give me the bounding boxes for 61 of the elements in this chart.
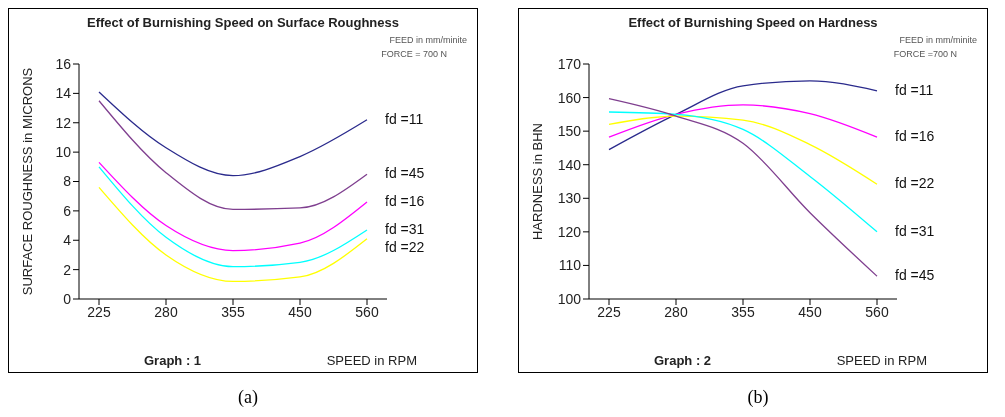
line-series: [98, 100, 368, 211]
y-tick-label: 2: [63, 261, 72, 278]
text: Graph : 1: [144, 353, 202, 368]
y-tick-label: 130: [557, 190, 582, 207]
line-series: [608, 97, 878, 277]
x-tick-label: 560: [865, 303, 889, 320]
y-axis-title: SURFACE ROUGHNESS in MICRONS: [19, 67, 35, 296]
text: (a): [237, 387, 259, 408]
y-tick-label: 100: [557, 290, 582, 307]
text: FEED in mm/minite: [899, 35, 977, 45]
y-tick-label: 14: [55, 85, 72, 102]
series-label: fd =11: [385, 110, 424, 127]
y-tick-label: 150: [557, 123, 582, 140]
y-tick-label: 0: [63, 290, 72, 307]
line-series: [608, 111, 878, 233]
y-tick-label: 4: [63, 232, 72, 249]
line-series: [98, 166, 368, 268]
line-series: [608, 115, 878, 185]
line-series: [98, 186, 368, 283]
y-tick-label: 140: [557, 156, 582, 173]
series-label: fd =11: [895, 81, 934, 98]
y-tick-label: 110: [558, 257, 582, 274]
x-tick-label: 355: [731, 303, 755, 320]
y-tick-label: 170: [557, 55, 582, 72]
series-label: fd =16: [385, 193, 425, 210]
y-tick-label: 10: [55, 144, 72, 161]
y-tick-label: 8: [63, 173, 72, 190]
y-tick-label: 120: [557, 223, 582, 240]
line-series: [98, 161, 368, 252]
line-series: [608, 80, 878, 151]
x-tick-label: 280: [154, 303, 178, 320]
text: Graph : 2: [654, 353, 712, 368]
text: (b): [746, 387, 770, 408]
x-axis-title: SPEED in RPM: [326, 353, 417, 368]
series-label: fd =31: [385, 220, 425, 237]
y-tick-label: 6: [63, 202, 72, 219]
y-tick-label: 12: [55, 114, 72, 131]
text: FORCE = 700 N: [381, 49, 447, 59]
series-label: fd =16: [895, 128, 935, 145]
chart-title: Effect of Burnishing Speed on Surface Roughness: [85, 15, 400, 30]
x-tick-label: 450: [288, 303, 312, 320]
series-label: fd =22: [385, 238, 425, 255]
x-tick-label: 450: [798, 303, 822, 320]
line-series: [608, 104, 878, 138]
y-tick-label: 160: [557, 89, 582, 106]
series-label: fd =31: [895, 222, 935, 239]
chart-title: Effect of Burnishing Speed on Hardness: [627, 15, 879, 30]
x-tick-label: 560: [355, 303, 379, 320]
series-label: fd =22: [895, 175, 935, 192]
series-label: fd =45: [895, 267, 935, 284]
x-axis-title: SPEED in RPM: [836, 353, 927, 368]
series-label: fd =45: [385, 165, 425, 182]
line-series: [98, 91, 368, 177]
x-tick-label: 225: [87, 303, 111, 320]
y-axis-title: HARDNESS in BHN: [529, 122, 545, 241]
y-tick-label: 16: [55, 55, 72, 72]
text: FORCE =700 N: [893, 49, 957, 59]
text: FEED in mm/minite: [389, 35, 467, 45]
x-tick-label: 225: [597, 303, 621, 320]
x-tick-label: 355: [221, 303, 245, 320]
x-tick-label: 280: [664, 303, 688, 320]
